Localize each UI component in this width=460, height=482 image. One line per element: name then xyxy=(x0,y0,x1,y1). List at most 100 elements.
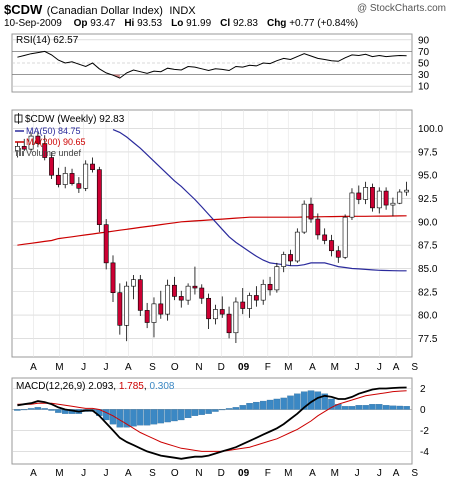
ma200-line xyxy=(17,215,407,246)
macd-hist-bar xyxy=(355,405,363,410)
candle-body xyxy=(199,287,205,299)
candle xyxy=(96,166,102,233)
candle xyxy=(335,246,341,263)
legend-volume: Volume undef xyxy=(26,148,82,158)
macd-histogram xyxy=(14,390,410,428)
candle xyxy=(247,292,252,318)
macd-hist-bar xyxy=(328,398,335,410)
candle xyxy=(62,166,68,189)
macd-tick: -2 xyxy=(420,426,429,437)
month-label: O xyxy=(171,468,179,479)
candle xyxy=(322,228,328,245)
candle-body xyxy=(356,192,362,200)
candle-body xyxy=(274,266,280,291)
index-name: (Canadian Dollar Index) xyxy=(46,5,163,17)
month-label: D xyxy=(218,468,225,479)
candle-body xyxy=(315,218,321,236)
candle-body xyxy=(233,301,239,334)
legend-ma50: MA(50) 84.75 xyxy=(26,126,81,136)
candle xyxy=(212,304,218,325)
price-tick: 100.0 xyxy=(418,124,443,135)
candle xyxy=(49,151,54,179)
candle xyxy=(397,189,403,205)
candle-body xyxy=(131,279,136,287)
candle xyxy=(260,279,266,305)
rsi-tick: 50 xyxy=(418,59,430,70)
month-label: A xyxy=(30,362,37,373)
candle xyxy=(137,274,143,316)
macd-hist-bar xyxy=(191,409,199,416)
macd-hist-bar xyxy=(219,409,226,411)
month-label: 09 xyxy=(238,362,250,373)
month-label: D xyxy=(218,362,225,373)
candle xyxy=(288,249,293,266)
month-label: J xyxy=(377,468,382,479)
candle-body xyxy=(124,285,130,326)
candle-body xyxy=(55,174,61,185)
macd-hist-bar xyxy=(266,399,274,410)
rsi-label: RSI(14) 62.57 xyxy=(16,35,79,46)
candle xyxy=(178,290,184,308)
price-tick: 82.5 xyxy=(418,287,438,298)
candle xyxy=(404,181,410,196)
macd-hist-bar xyxy=(321,393,328,410)
candle xyxy=(342,214,348,260)
candle xyxy=(363,181,369,205)
macd-hist-bar xyxy=(205,409,212,414)
candle-body xyxy=(219,309,225,315)
macd-tick: 0 xyxy=(420,405,426,416)
macd-axis: 2 0 -2 -4 xyxy=(420,384,429,458)
candle-body xyxy=(301,203,307,233)
month-label: M xyxy=(331,362,339,373)
month-label: N xyxy=(195,362,202,373)
legend-volume-swatch xyxy=(16,150,18,156)
month-label: M xyxy=(55,362,63,373)
candle-body xyxy=(96,169,102,225)
watermark: @ StockCharts.com xyxy=(356,3,446,14)
candle xyxy=(192,266,198,295)
candle-body xyxy=(42,143,48,158)
macd-hist-bar xyxy=(164,409,171,423)
price-tick: 90.0 xyxy=(418,217,438,228)
candle xyxy=(117,283,123,335)
candle xyxy=(28,132,34,152)
month-axis-bottom: A M J J A S O N D 09 F M A M J J A S xyxy=(30,468,418,479)
month-label: A xyxy=(30,468,37,479)
month-label: O xyxy=(171,362,179,373)
candle xyxy=(329,234,334,257)
macd-hist-bar xyxy=(184,409,192,419)
candle-body xyxy=(294,231,300,262)
macd-hist-bar xyxy=(137,409,144,426)
candle xyxy=(103,219,109,270)
macd-hist-bar xyxy=(27,408,35,410)
price-tick: 95.0 xyxy=(418,171,438,182)
macd-hist-bar xyxy=(130,409,137,427)
candle-body xyxy=(76,183,82,189)
candle-body xyxy=(329,240,334,252)
month-axis-top: A M J J A S O N D 09 F M A M J J A S xyxy=(30,362,418,373)
candle xyxy=(376,187,382,214)
candle xyxy=(90,157,95,173)
ma50-line xyxy=(112,129,407,272)
candle-body xyxy=(185,285,191,301)
candle-body xyxy=(342,216,348,258)
candle xyxy=(233,297,239,344)
candle-body xyxy=(240,301,246,309)
month-label: S xyxy=(411,362,418,373)
rsi-grid xyxy=(12,39,412,87)
candle-body xyxy=(69,173,75,184)
candle xyxy=(144,302,150,329)
candle xyxy=(315,213,321,240)
candle-body xyxy=(226,313,232,334)
candle-body xyxy=(247,295,252,309)
candle xyxy=(151,297,157,338)
macd-hist-bar xyxy=(389,405,397,410)
candle-body xyxy=(117,292,123,326)
month-label: A xyxy=(309,468,316,479)
macd-tick: 2 xyxy=(420,384,426,395)
candle-body xyxy=(165,284,171,315)
exchange: INDX xyxy=(169,5,196,17)
candle-body xyxy=(349,192,355,218)
